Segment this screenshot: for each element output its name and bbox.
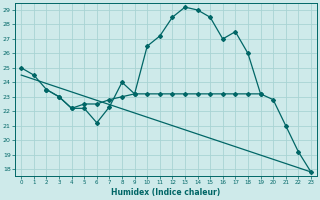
X-axis label: Humidex (Indice chaleur): Humidex (Indice chaleur) bbox=[111, 188, 221, 197]
